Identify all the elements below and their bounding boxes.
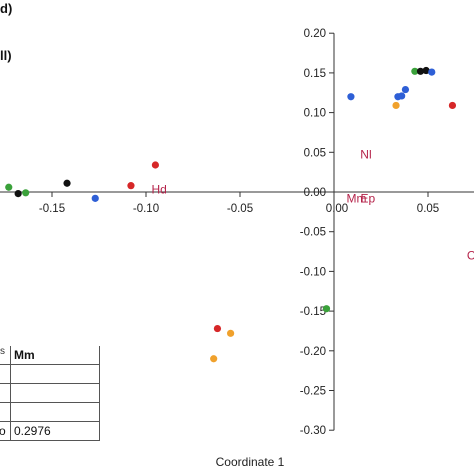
table-cell: [10, 383, 100, 403]
y-tick-label: -0.15: [300, 306, 326, 318]
table-cell: [0, 402, 11, 422]
data-point: [416, 67, 425, 75]
data-point: [392, 101, 400, 110]
table-cell: [10, 364, 100, 384]
data-point: [63, 179, 71, 187]
data-point: [227, 329, 235, 337]
table-row: o 0.2976: [0, 421, 100, 441]
data-point: [448, 101, 457, 110]
data-point: [428, 68, 436, 76]
table-header-row: Mm: [0, 346, 100, 365]
data-point: [127, 182, 135, 190]
table-caption: s: [0, 346, 5, 357]
data-point: [213, 324, 222, 333]
x-origin-label: 0.00: [326, 203, 348, 215]
point-label: Ep: [360, 191, 375, 205]
legend-fragment-bottom: ll): [0, 48, 12, 63]
table-row: [0, 383, 100, 403]
data-point: [347, 93, 355, 101]
table-row: [0, 364, 100, 384]
data-point: [411, 67, 419, 75]
table-header-cell: [0, 346, 11, 365]
x-tick-label: 0.05: [417, 203, 439, 215]
table-cell: o: [0, 421, 11, 441]
y-tick-label: -0.25: [300, 386, 326, 398]
data-point: [322, 305, 331, 313]
data-point: [401, 85, 410, 94]
x-tick-label: -0.10: [133, 203, 159, 215]
y-tick-label: 0.20: [304, 28, 326, 40]
y-tick-label: -0.20: [300, 346, 326, 358]
table-cell: [0, 364, 11, 384]
legend-fragment-top: d): [0, 1, 12, 16]
point-label: Nl: [360, 148, 371, 162]
y-tick-label: -0.30: [300, 425, 326, 437]
x-axis-title: Coordinate 1: [216, 455, 285, 469]
data-point: [151, 161, 159, 169]
table-cell: [0, 383, 11, 403]
data-point: [422, 66, 430, 75]
y-tick-label: -0.10: [300, 266, 326, 278]
table-cell: [10, 402, 100, 422]
table-header-cell: Mm: [10, 346, 100, 365]
y-tick-label: 0.10: [304, 108, 326, 120]
data-point: [91, 194, 99, 202]
data-point: [398, 92, 406, 100]
data-point: [14, 189, 22, 198]
point-label: C: [467, 248, 474, 262]
eigenvalue-table: Mm o 0.2976: [0, 346, 100, 441]
table-cell: 0.2976: [10, 421, 100, 441]
table-row: [0, 402, 100, 422]
point-label: Mm: [347, 191, 367, 205]
point-label: Hd: [151, 183, 166, 197]
data-point: [5, 183, 13, 191]
data-point: [210, 355, 218, 363]
y-tick-label: 0.15: [304, 68, 326, 80]
y-tick-label: 0.05: [304, 147, 326, 159]
y-tick-label: -0.05: [300, 227, 326, 239]
y-tick-label: 0.00: [304, 187, 326, 199]
x-tick-label: -0.15: [39, 203, 65, 215]
x-tick-label: -0.05: [227, 203, 253, 215]
data-point: [22, 189, 30, 197]
